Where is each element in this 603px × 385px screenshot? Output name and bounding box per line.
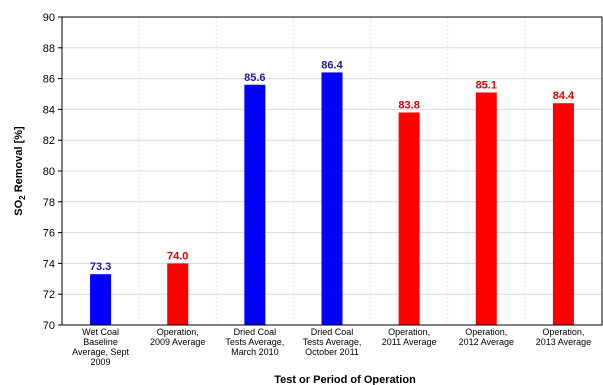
y-tick-label: 78 [43,197,55,209]
y-tick-label: 80 [43,166,55,178]
bar [552,103,574,326]
y-tick-label: 74 [43,258,55,270]
y-tick-label: 86 [43,74,55,86]
bar-value-label: 84.4 [553,90,575,102]
x-category-label: Operation, 2009 Average [150,327,205,347]
y-axis-title-main: SO [13,199,25,215]
bar [244,84,266,325]
bar [167,263,189,325]
x-category-label-line: Operation, [388,327,430,337]
x-category-label-line: Operation, [542,327,584,337]
bar-value-label: 74.0 [167,250,188,262]
x-category-label-line: Operation, [157,327,199,337]
value-labels: 73.3 74.0 85.6 86.4 83.8 85.1 84.4 [90,59,575,273]
x-category-label-line: Tests Average, [303,337,362,347]
x-category-label-line: Dried Coal [311,327,354,337]
x-category-label-line: March 2010 [231,347,279,357]
x-category-label-line: Operation, [465,327,507,337]
x-category-label: Dried Coal Tests Average, March 2010 [225,327,284,357]
y-tick-label: 84 [43,104,55,116]
x-category-label-line: Baseline [83,337,118,347]
bar [398,112,420,325]
x-category-label-line: Tests Average, [225,337,284,347]
x-category-label: Operation, 2011 Average [382,327,437,347]
x-category-label-line: Wet Coal [82,327,119,337]
x-category-label-line: October 2011 [305,347,359,357]
bar [475,92,497,326]
y-tick-label: 70 [43,320,55,332]
bar-value-label: 73.3 [90,261,111,273]
bar [321,72,343,325]
y-axis-ticks: 70 72 74 76 78 80 82 84 86 88 90 [43,12,62,332]
y-tick-label: 88 [43,43,55,55]
bar-series [90,72,574,326]
x-category-label-line: Average, Sept [72,347,129,357]
bar-value-label: 85.1 [476,79,497,91]
y-tick-label: 90 [43,12,55,24]
x-category-label-line: 2009 Average [150,337,205,347]
y-axis-title-rest: Removal [%] [13,126,25,195]
y-axis-title: SO2 Removal [%] [13,126,27,216]
y-tick-label: 82 [43,135,55,147]
x-category-label-line: 2013 Average [536,337,591,347]
x-category-label-line: 2011 Average [382,337,437,347]
x-category-label: Operation, 2012 Average [459,327,514,347]
y-axis-title-subscript: 2 [18,195,27,200]
bar [90,274,112,325]
x-category-label: Operation, 2013 Average [536,327,591,347]
x-category-label-line: 2012 Average [459,337,514,347]
y-tick-label: 76 [43,228,55,240]
bar-value-label: 83.8 [398,99,419,111]
x-category-label-line: Dried Coal [234,327,277,337]
x-category-label: Dried Coal Tests Average, October 2011 [303,327,362,357]
x-axis-title: Test or Period of Operation [274,374,416,385]
bar-value-label: 86.4 [321,59,343,71]
bar-value-label: 85.6 [244,72,265,84]
x-category-label: Wet Coal Baseline Average, Sept 2009 [72,327,129,367]
x-axis-category-labels: Wet Coal Baseline Average, Sept 2009 Operati… [72,327,591,367]
y-tick-label: 72 [43,289,55,301]
x-category-label-line: 2009 [91,357,111,367]
